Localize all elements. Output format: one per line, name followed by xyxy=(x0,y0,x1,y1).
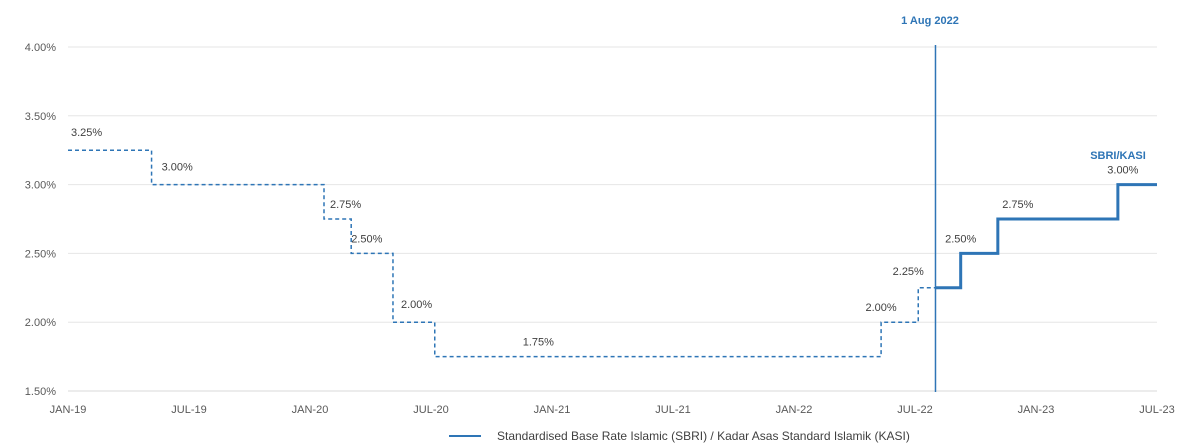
x-tick-label: JAN-23 xyxy=(1018,404,1055,416)
series-tag: SBRI/KASI xyxy=(1090,150,1146,162)
historical-rate-line xyxy=(68,149,936,358)
x-tick-label: JUL-19 xyxy=(171,404,206,416)
x-axis-ticks: JAN-19 JUL-19 JAN-20 JUL-20 JAN-21 JUL-21 JAN-… xyxy=(50,404,1175,416)
sbri-rate-line xyxy=(935,183,1157,290)
data-label: 3.00% xyxy=(1107,165,1138,177)
data-label: 2.50% xyxy=(351,233,382,245)
data-label: 2.00% xyxy=(866,302,897,314)
x-tick-label: JUL-22 xyxy=(897,404,932,416)
x-tick-label: JUL-21 xyxy=(655,404,690,416)
y-tick-label: 3.00% xyxy=(25,180,56,192)
data-labels: 3.25% 3.00% 2.75% 2.50% 2.00% 1.75% 2.00% 2.25%… xyxy=(71,127,1139,348)
series-lines xyxy=(68,45,1157,392)
data-label: 3.00% xyxy=(162,162,193,174)
x-tick-label: JUL-23 xyxy=(1139,404,1174,416)
data-label: 2.75% xyxy=(330,199,361,211)
x-tick-label: JAN-22 xyxy=(776,404,813,416)
annotations: 1 Aug 2022 SBRI/KASI xyxy=(901,15,1146,162)
gridlines xyxy=(68,46,1157,392)
x-tick-label: JAN-19 xyxy=(50,404,87,416)
x-tick-label: JAN-21 xyxy=(534,404,571,416)
legend: Standardised Base Rate Islamic (SBRI) / … xyxy=(449,429,910,443)
y-tick-label: 2.50% xyxy=(25,248,56,260)
y-tick-label: 2.00% xyxy=(25,317,56,329)
data-label: 2.25% xyxy=(893,266,924,278)
y-tick-label: 1.50% xyxy=(25,386,56,398)
data-label: 2.00% xyxy=(401,299,432,311)
x-tick-label: JAN-20 xyxy=(292,404,329,416)
data-label: 2.75% xyxy=(1002,199,1033,211)
data-label: 1.75% xyxy=(523,337,554,349)
y-axis-ticks: 1.50% 2.00% 2.50% 3.00% 3.50% 4.00% xyxy=(25,42,56,398)
data-label: 2.50% xyxy=(945,233,976,245)
vline-label: 1 Aug 2022 xyxy=(901,15,959,27)
x-tick-label: JUL-20 xyxy=(413,404,448,416)
y-tick-label: 4.00% xyxy=(25,42,56,54)
legend-entry: Standardised Base Rate Islamic (SBRI) / … xyxy=(497,429,910,443)
data-label: 3.25% xyxy=(71,127,102,139)
y-tick-label: 3.50% xyxy=(25,111,56,123)
